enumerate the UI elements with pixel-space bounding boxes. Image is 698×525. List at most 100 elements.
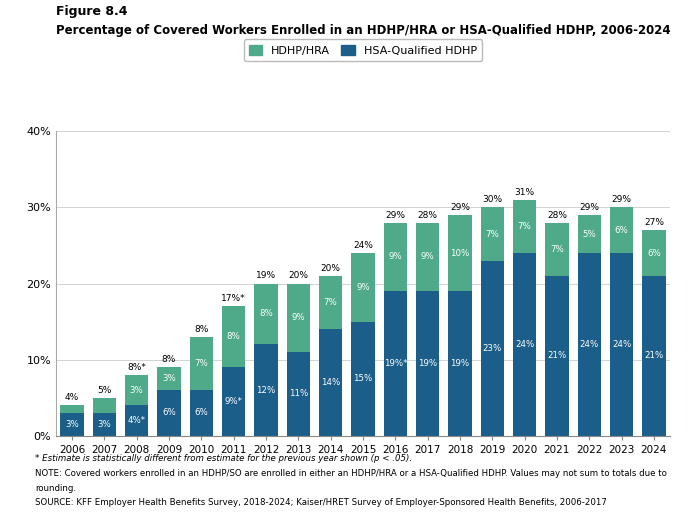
Text: 3%: 3% xyxy=(162,374,176,383)
Text: 20%: 20% xyxy=(288,271,309,280)
Bar xyxy=(190,390,213,436)
Text: 9%*: 9%* xyxy=(225,397,243,406)
Text: 9%: 9% xyxy=(421,253,434,261)
Text: 6%: 6% xyxy=(195,408,208,417)
Text: 8%: 8% xyxy=(259,309,273,319)
Legend: HDHP/HRA, HSA-Qualified HDHP: HDHP/HRA, HSA-Qualified HDHP xyxy=(244,39,482,61)
Text: rounding.: rounding. xyxy=(35,484,76,492)
Text: 29%: 29% xyxy=(579,203,600,212)
Text: 24%: 24% xyxy=(515,340,534,349)
Bar xyxy=(578,215,601,253)
Bar xyxy=(578,253,601,436)
Bar xyxy=(610,253,633,436)
Text: SOURCE: KFF Employer Health Benefits Survey, 2018-2024; Kaiser/HRET Survey of Em: SOURCE: KFF Employer Health Benefits Sur… xyxy=(35,498,607,507)
Text: 10%: 10% xyxy=(450,248,470,258)
Text: 30%: 30% xyxy=(482,195,503,204)
Text: 29%: 29% xyxy=(385,211,406,219)
Text: Percentage of Covered Workers Enrolled in an HDHP/HRA or HSA-Qualified HDHP, 200: Percentage of Covered Workers Enrolled i… xyxy=(56,24,671,37)
Bar xyxy=(448,215,472,291)
Bar xyxy=(93,413,116,436)
Bar xyxy=(287,352,310,436)
Text: 6%: 6% xyxy=(162,408,176,417)
Text: 21%: 21% xyxy=(547,351,567,360)
Text: 8%: 8% xyxy=(194,325,209,334)
Bar xyxy=(319,329,342,436)
Text: 21%: 21% xyxy=(644,351,664,360)
Bar xyxy=(222,368,245,436)
Text: Figure 8.4: Figure 8.4 xyxy=(56,5,127,18)
Text: 24%: 24% xyxy=(612,340,631,349)
Text: 19%: 19% xyxy=(256,271,276,280)
Bar xyxy=(222,307,245,367)
Bar xyxy=(481,207,504,261)
Text: NOTE: Covered workers enrolled in an HDHP/SO are enrolled in either an HDHP/HRA : NOTE: Covered workers enrolled in an HDH… xyxy=(35,469,667,478)
Bar xyxy=(125,375,148,405)
Text: 28%: 28% xyxy=(417,211,438,219)
Text: 12%: 12% xyxy=(256,385,276,395)
Text: 7%: 7% xyxy=(195,359,208,368)
Text: 28%: 28% xyxy=(547,211,567,219)
Text: 27%: 27% xyxy=(644,218,664,227)
Text: 15%: 15% xyxy=(353,374,373,383)
Text: 29%: 29% xyxy=(611,195,632,204)
Text: 31%: 31% xyxy=(514,188,535,197)
Bar xyxy=(416,291,439,436)
Bar xyxy=(254,284,278,344)
Bar xyxy=(351,321,375,436)
Bar xyxy=(545,223,569,276)
Bar xyxy=(60,405,84,413)
Text: 23%: 23% xyxy=(482,344,502,353)
Bar xyxy=(319,276,342,329)
Text: 4%*: 4%* xyxy=(128,416,146,425)
Bar xyxy=(545,276,569,436)
Text: 3%: 3% xyxy=(130,385,144,395)
Bar xyxy=(351,253,375,321)
Bar xyxy=(157,368,181,390)
Bar xyxy=(610,207,633,253)
Text: 7%: 7% xyxy=(518,222,531,231)
Text: 9%: 9% xyxy=(389,253,402,261)
Bar xyxy=(513,253,536,436)
Bar xyxy=(254,344,278,436)
Bar xyxy=(384,291,407,436)
Text: 9%: 9% xyxy=(356,283,370,292)
Bar xyxy=(642,230,666,276)
Bar xyxy=(157,390,181,436)
Bar xyxy=(60,413,84,436)
Text: 5%: 5% xyxy=(582,229,596,238)
Text: 7%: 7% xyxy=(550,245,564,254)
Bar xyxy=(190,337,213,390)
Bar xyxy=(287,284,310,352)
Text: 6%: 6% xyxy=(615,226,628,235)
Text: 29%: 29% xyxy=(450,203,470,212)
Text: 9%: 9% xyxy=(292,313,305,322)
Text: 7%: 7% xyxy=(324,298,338,307)
Text: 3%: 3% xyxy=(65,420,79,429)
Text: 8%: 8% xyxy=(162,355,176,364)
Bar xyxy=(481,261,504,436)
Bar xyxy=(513,200,536,253)
Text: 8%: 8% xyxy=(227,332,241,341)
Text: 5%: 5% xyxy=(97,386,112,395)
Text: 3%: 3% xyxy=(98,420,111,429)
Text: 11%: 11% xyxy=(289,390,308,398)
Text: 24%: 24% xyxy=(579,340,599,349)
Bar xyxy=(125,405,148,436)
Text: 14%: 14% xyxy=(321,378,340,387)
Text: 8%*: 8%* xyxy=(127,363,146,372)
Text: 19%: 19% xyxy=(418,359,437,368)
Text: 7%: 7% xyxy=(485,229,499,238)
Text: 4%: 4% xyxy=(65,393,79,402)
Text: 17%*: 17%* xyxy=(221,295,246,303)
Text: 19%: 19% xyxy=(450,359,470,368)
Bar xyxy=(416,223,439,291)
Text: 20%: 20% xyxy=(320,264,341,273)
Text: 19%*: 19%* xyxy=(384,359,407,368)
Bar xyxy=(384,223,407,291)
Bar xyxy=(642,276,666,436)
Text: 6%: 6% xyxy=(647,248,661,258)
Bar xyxy=(93,398,116,413)
Bar xyxy=(448,291,472,436)
Text: * Estimate is statistically different from estimate for the previous year shown : * Estimate is statistically different fr… xyxy=(35,454,412,463)
Text: 24%: 24% xyxy=(353,241,373,250)
